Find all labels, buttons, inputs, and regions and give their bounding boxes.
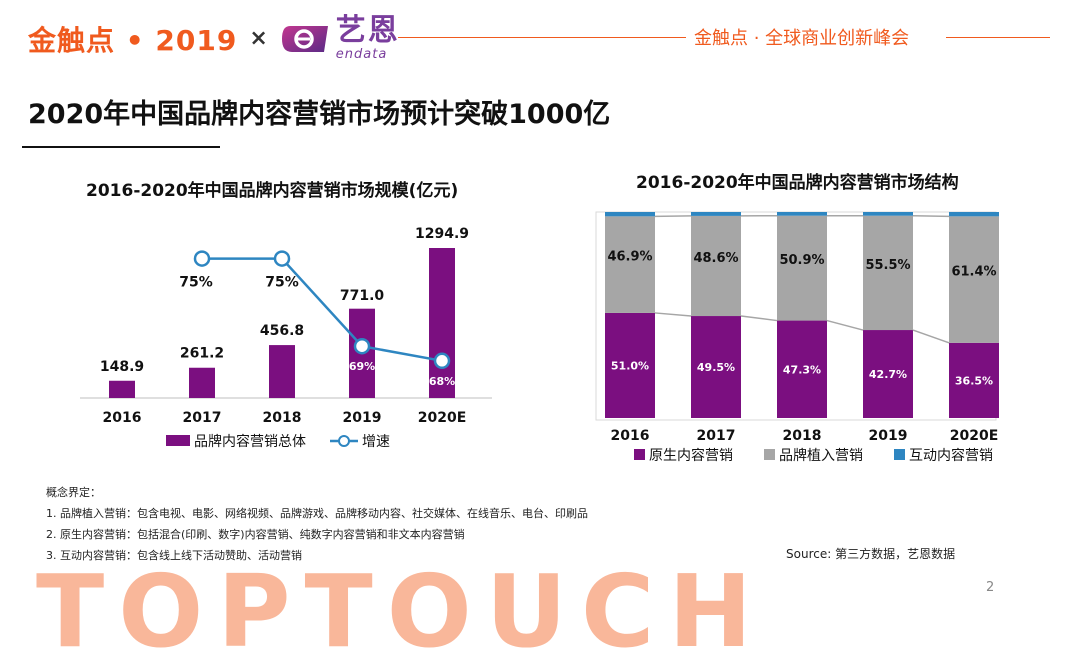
x-tick-label: 2020E (950, 428, 999, 444)
legend-label: 互动内容营销 (909, 447, 993, 464)
series-connector (913, 216, 949, 217)
legend-swatch (764, 449, 775, 460)
x-tick-label: 2019 (343, 410, 382, 426)
x-tick-label: 2018 (783, 428, 822, 444)
times-symbol: × (249, 26, 267, 51)
left-chart-title: 2016-2020年中国品牌内容营销市场规模(亿元) (86, 176, 458, 201)
legend-label: 品牌植入营销 (779, 447, 863, 464)
watermark-text: TOPTOUCH (36, 562, 766, 662)
segment-label: 49.5% (697, 361, 735, 374)
bar-value-label: 771.0 (340, 288, 385, 304)
growth-line (202, 259, 442, 361)
segment-label: 46.9% (607, 250, 652, 265)
x-tick-label: 2016 (611, 428, 650, 444)
growth-point (275, 252, 289, 266)
x-tick-label: 2020E (418, 410, 467, 426)
growth-label: 75% (179, 275, 213, 291)
note-item: 3. 互动内容营销：包含线上线下活动赞助、活动营销 (46, 545, 588, 566)
growth-point (435, 354, 449, 368)
market-structure-chart: 51.0% 46.9% 2016 49.5% 48.6% 2017 47.3% 50.9% 20… (588, 196, 1028, 471)
growth-point (355, 339, 369, 353)
legend-label-growth: 增速 (362, 434, 390, 450)
x-tick-label: 2017 (697, 428, 736, 444)
logo-english: endata (336, 48, 400, 61)
growth-label: 69% (349, 360, 375, 373)
source-note: Source: 第三方数据，艺恩数据 (786, 545, 955, 562)
segment-label: 36.5% (955, 374, 993, 387)
legend-label-total: 品牌内容营销总体 (194, 433, 306, 450)
legend-label: 原生内容营销 (649, 447, 733, 464)
bar-value-label: 148.9 (100, 359, 144, 375)
note-item: 1. 品牌植入营销：包含电视、电影、网络视频、品牌游戏、品牌移动内容、社交媒体、… (46, 503, 588, 524)
legend-swatch (634, 449, 645, 460)
header-left: 金触点 • 2019 × 艺恩 endata (28, 16, 400, 61)
segment-label: 50.9% (779, 253, 824, 268)
note-item: 2. 原生内容营销：包括混合(印刷、数字)内容营销、纯数字内容营销和非文本内容营… (46, 524, 588, 545)
growth-label: 75% (265, 275, 299, 291)
stacked-segment (605, 212, 655, 216)
header-divider-left (398, 37, 686, 38)
x-tick-label: 2018 (263, 410, 302, 426)
segment-label: 48.6% (693, 251, 738, 266)
bar-value-label: 456.8 (260, 323, 304, 339)
concept-notes: 概念界定： 1. 品牌植入营销：包含电视、电影、网络视频、品牌游戏、品牌移动内容… (46, 482, 588, 566)
legend-swatch (894, 449, 905, 460)
brand-title: 金触点 • 2019 (28, 19, 237, 59)
endata-logo: 艺恩 endata (280, 16, 400, 61)
stacked-segment (691, 212, 741, 216)
bar-value-label: 261.2 (180, 346, 224, 362)
size-bar (269, 345, 295, 398)
right-chart-title: 2016-2020年中国品牌内容营销市场结构 (636, 168, 959, 193)
segment-label: 47.3% (783, 363, 821, 376)
series-connector (655, 313, 691, 316)
size-bar (109, 381, 135, 398)
legend-marker-growth (339, 436, 349, 446)
series-connector (913, 330, 949, 343)
segment-label: 61.4% (951, 265, 996, 280)
x-tick-label: 2016 (103, 410, 142, 426)
bar-value-label: 1294.9 (415, 226, 469, 242)
segment-label: 55.5% (865, 258, 910, 273)
summit-name: 金触点 · 全球商业创新峰会 (694, 24, 909, 50)
series-connector (827, 321, 863, 330)
legend-swatch-total (166, 435, 190, 446)
x-tick-label: 2017 (183, 410, 222, 426)
notes-heading: 概念界定： (46, 482, 588, 503)
size-bar (189, 368, 215, 398)
logo-chinese: 艺恩 (336, 16, 400, 46)
growth-label: 68% (429, 375, 455, 388)
stacked-segment (949, 212, 999, 216)
title-underline (22, 146, 220, 148)
market-size-chart: 148.9 2016 261.2 2017 456.8 2018 2019 1294.9 202… (60, 200, 530, 470)
segment-label: 51.0% (611, 359, 649, 372)
stacked-segment (863, 212, 913, 216)
x-tick-label: 2019 (869, 428, 908, 444)
stacked-segment (777, 212, 827, 216)
series-connector (741, 316, 777, 321)
page-title: 2020年中国品牌内容营销市场预计突破1000亿 (28, 92, 610, 131)
page-number: 2 (986, 580, 994, 595)
header-divider-right (946, 37, 1050, 38)
endata-logo-icon (280, 20, 330, 58)
growth-point (195, 252, 209, 266)
segment-label: 42.7% (869, 368, 907, 381)
